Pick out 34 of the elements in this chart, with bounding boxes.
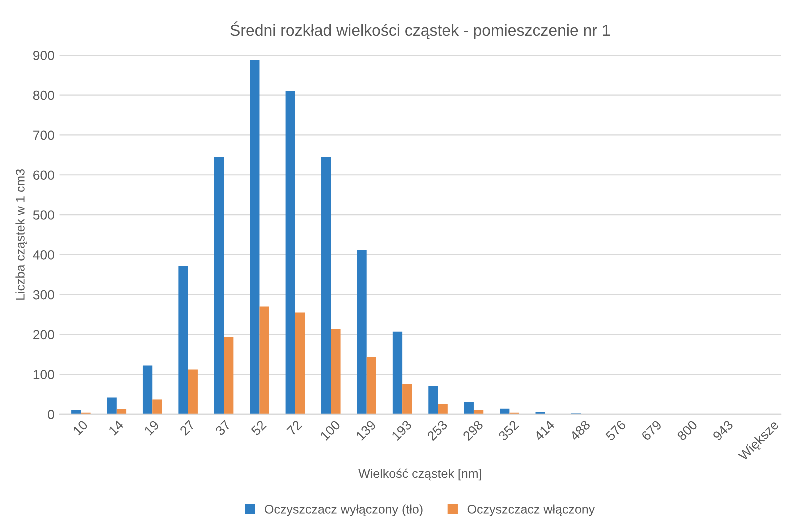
y-tick-label: 0 (48, 410, 54, 420)
y-tick-label: 600 (34, 170, 54, 180)
x-tick-label: 14 (108, 420, 124, 436)
y-tick-label: 400 (33, 250, 54, 260)
x-tick-label: 414 (534, 420, 556, 442)
x-tick-label: 800 (676, 420, 698, 442)
x-tick-label: 27 (180, 420, 196, 436)
y-tick-label: 900 (34, 51, 54, 60)
y-tick-label: 300 (33, 290, 54, 300)
y-tick-label: 200 (34, 330, 54, 340)
x-tick-label: 679 (641, 420, 662, 442)
x-tick-label: 10 (72, 420, 89, 436)
legend-label: Oczyszczacz włączony (468, 504, 596, 516)
x-tick-label: 100 (320, 420, 342, 442)
x-tick-label: 298 (462, 420, 484, 442)
x-axis-title: Wielkość cząstek [nm] (358, 468, 482, 481)
x-tick-label: 193 (391, 420, 412, 442)
y-tick-label: 100 (34, 370, 54, 380)
x-tick-label: 37 (215, 420, 232, 436)
legend-label: Oczyszczacz wyłączony (tło) (265, 504, 423, 516)
y-tick-label: 800 (33, 90, 54, 100)
x-tick-label: 488 (569, 420, 591, 442)
y-axis-title: Liczba cząstek w 1 cm3 (16, 170, 28, 300)
y-tick-label: 500 (33, 210, 54, 220)
x-tick-label: 576 (605, 420, 627, 442)
x-tick-label: 139 (356, 420, 377, 442)
chart-title: Średni rozkład wielkości cząstek - pomieszczenie nr 1 (230, 22, 610, 40)
x-tick-label: 52 (250, 420, 267, 436)
x-tick-label: 352 (498, 420, 520, 442)
y-tick-label: 700 (34, 130, 54, 140)
x-tick-label: 72 (286, 420, 303, 436)
x-tick-label: 943 (712, 420, 734, 442)
x-tick-label: 19 (144, 420, 160, 436)
x-tick-label: 253 (426, 420, 448, 442)
